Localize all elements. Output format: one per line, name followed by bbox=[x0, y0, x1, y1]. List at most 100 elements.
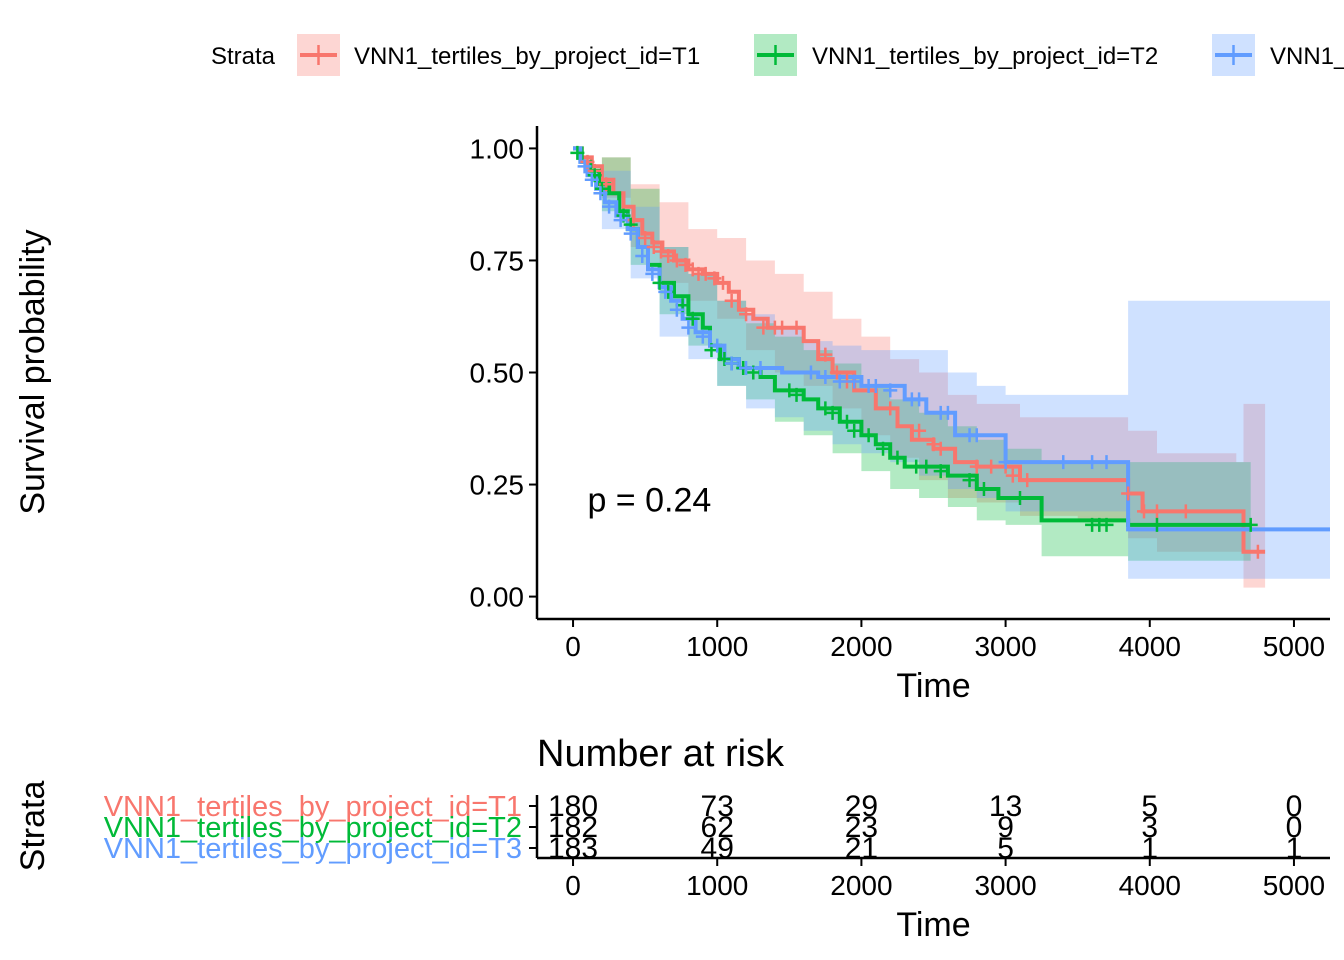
risk-table-x-title: Time bbox=[896, 906, 970, 944]
censor-mark bbox=[724, 356, 739, 371]
y-tick-label: 0.25 bbox=[470, 470, 525, 501]
risk-count: 29 bbox=[845, 790, 878, 823]
censor-marks-t2 bbox=[570, 145, 1258, 532]
survival-curve-t1 bbox=[573, 146, 1266, 554]
censor-mark bbox=[818, 369, 833, 384]
censor-mark bbox=[782, 383, 797, 398]
legend: Strata VNN1_tertiles_by_project_id=T1 VNN1… bbox=[211, 34, 1344, 76]
y-tick-label: 1.00 bbox=[470, 133, 525, 164]
censor-mark bbox=[818, 347, 833, 362]
risk-count: 180 bbox=[548, 790, 598, 823]
censor-mark bbox=[739, 307, 754, 322]
censor-mark bbox=[789, 387, 804, 402]
censor-mark bbox=[969, 459, 984, 474]
censor-mark bbox=[669, 253, 684, 268]
censor-mark bbox=[1250, 544, 1265, 559]
risk-table-x-tick-label: 0 bbox=[565, 870, 581, 901]
censor-mark bbox=[1178, 504, 1193, 519]
confidence-band-t2 bbox=[573, 148, 1251, 561]
legend-key-t1 bbox=[297, 34, 340, 76]
censor-mark bbox=[803, 365, 818, 380]
censor-mark bbox=[669, 302, 684, 317]
risk-count: 3 bbox=[1141, 811, 1158, 844]
censor-mark bbox=[638, 231, 653, 246]
y-tick-label: 0.75 bbox=[470, 245, 525, 276]
censor-mark bbox=[1020, 473, 1035, 488]
risk-count: 5 bbox=[1141, 790, 1158, 823]
censor-mark bbox=[789, 320, 804, 335]
x-axis-title: Time bbox=[896, 667, 970, 705]
survival-curve-t3 bbox=[573, 146, 1330, 532]
confidence-band-t3 bbox=[573, 148, 1330, 579]
risk-table-x-tick-label: 1000 bbox=[686, 870, 748, 901]
x-tick-label: 0 bbox=[565, 631, 581, 662]
censor-mark bbox=[1056, 455, 1071, 470]
censor-mark bbox=[933, 464, 948, 479]
censor-mark bbox=[613, 213, 628, 228]
censor-mark bbox=[775, 320, 790, 335]
censor-mark bbox=[685, 311, 700, 326]
censor-mark bbox=[969, 428, 984, 443]
y-tick-label: 0.00 bbox=[470, 582, 525, 613]
risk-count: 9 bbox=[997, 811, 1014, 844]
censor-mark bbox=[724, 293, 739, 308]
risk-row-label-t1: VNN1_tertiles_by_project_id=T1 bbox=[104, 791, 522, 823]
x-tick-label: 3000 bbox=[974, 631, 1036, 662]
risk-count: 182 bbox=[548, 811, 598, 844]
censor-mark bbox=[818, 401, 833, 416]
risk-count: 0 bbox=[1286, 811, 1303, 844]
censor-mark bbox=[933, 441, 948, 456]
censor-mark bbox=[1137, 504, 1152, 519]
legend-title: Strata bbox=[211, 43, 276, 70]
risk-table-x-tick-label: 4000 bbox=[1119, 870, 1181, 901]
censor-mark bbox=[698, 266, 713, 281]
plot-area bbox=[570, 145, 1330, 588]
censor-mark bbox=[984, 459, 999, 474]
censor-mark bbox=[926, 437, 941, 452]
x-tick-label: 4000 bbox=[1119, 631, 1181, 662]
censor-mark bbox=[1085, 455, 1100, 470]
risk-table-x-tick-label: 2000 bbox=[830, 870, 892, 901]
censor-mark bbox=[1099, 455, 1114, 470]
censor-mark bbox=[940, 405, 955, 420]
risk-count: 73 bbox=[701, 790, 734, 823]
censor-mark bbox=[919, 459, 934, 474]
y-axis-title: Survival probability bbox=[14, 229, 52, 514]
censor-mark bbox=[577, 159, 592, 174]
risk-row-label-t3: VNN1_tertiles_by_project_id=T3 bbox=[104, 833, 522, 865]
censor-mark bbox=[890, 450, 905, 465]
censor-mark bbox=[825, 405, 840, 420]
censor-mark bbox=[839, 414, 854, 429]
risk-count: 23 bbox=[845, 811, 878, 844]
risk-table-x-tick-label: 3000 bbox=[974, 870, 1036, 901]
censor-mark bbox=[707, 271, 722, 286]
censor-mark bbox=[695, 329, 710, 344]
censor-mark bbox=[593, 186, 608, 201]
censor-mark bbox=[1243, 517, 1258, 532]
risk-table-y-title: Strata bbox=[14, 781, 52, 872]
risk-count: 5 bbox=[997, 832, 1014, 865]
censor-mark bbox=[829, 365, 844, 380]
legend-label-t1: VNN1_tertiles_by_project_id=T1 bbox=[354, 43, 700, 70]
censor-mark bbox=[868, 378, 883, 393]
censor-mark bbox=[646, 240, 661, 255]
censor-mark bbox=[847, 374, 862, 389]
risk-count: 1 bbox=[1286, 832, 1303, 865]
risk-count: 62 bbox=[701, 811, 734, 844]
censor-mark bbox=[1013, 490, 1028, 505]
censor-marks-t3 bbox=[577, 159, 1114, 470]
censor-mark bbox=[861, 428, 876, 443]
risk-table: Number at risk VNN1_tertiles_by_project_i… bbox=[14, 733, 1330, 944]
censor-mark bbox=[998, 455, 1013, 470]
legend-label-t2: VNN1_tertiles_by_project_id=T2 bbox=[812, 43, 1158, 70]
censor-mark bbox=[739, 361, 754, 376]
x-tick-label: 5000 bbox=[1263, 631, 1325, 662]
x-tick-label: 1000 bbox=[686, 631, 748, 662]
censor-mark bbox=[1099, 517, 1114, 532]
legend-label-t3: VNN1_tertiles_by_project_id=T3 bbox=[1270, 43, 1344, 70]
censor-mark bbox=[832, 374, 847, 389]
legend-key-t2 bbox=[754, 34, 797, 76]
risk-count: 0 bbox=[1286, 790, 1303, 823]
censor-mark bbox=[847, 423, 862, 438]
